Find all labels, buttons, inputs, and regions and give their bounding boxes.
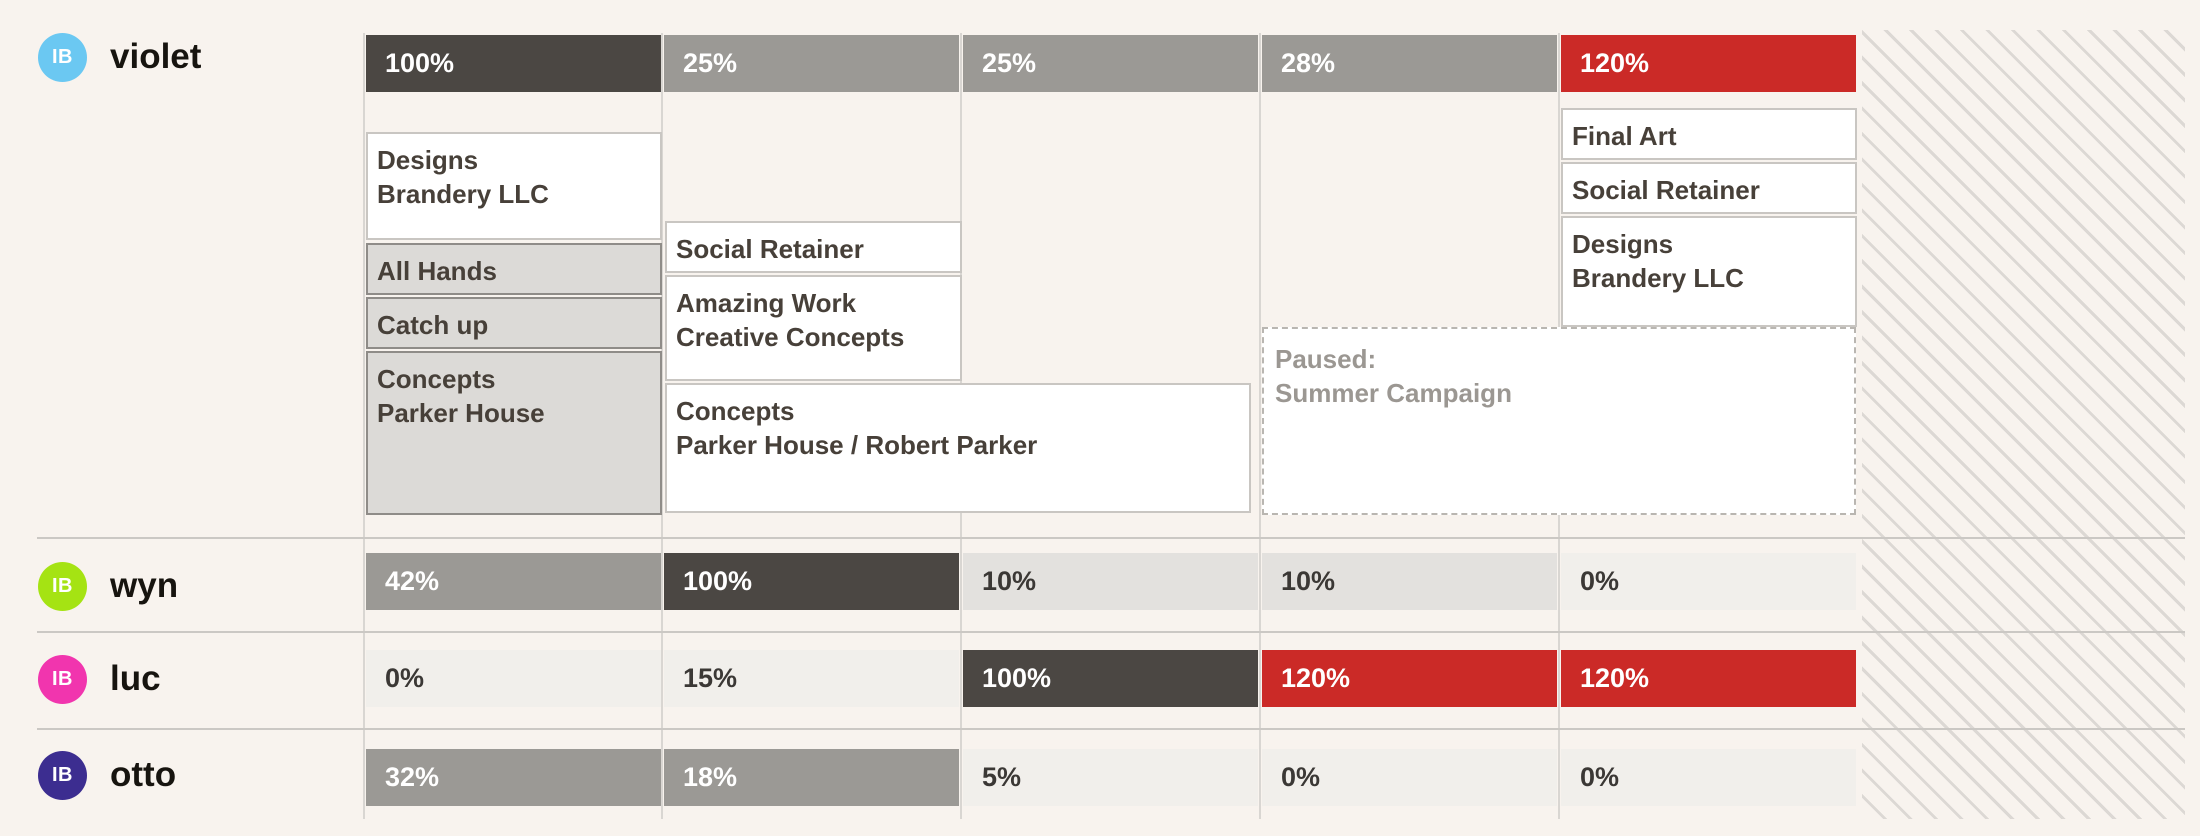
allocation-cell[interactable]: 5%	[963, 749, 1258, 806]
task-card-line: Designs	[377, 145, 479, 175]
avatar-initials: IB	[52, 574, 73, 597]
column-separator	[363, 33, 365, 819]
task-card[interactable]: Social Retainer	[665, 221, 962, 273]
task-card[interactable]: Social Retainer	[1561, 162, 1857, 214]
allocation-value: 32%	[385, 762, 440, 792]
allocation-value: 100%	[982, 663, 1052, 693]
allocation-value: 100%	[683, 566, 753, 596]
avatar[interactable]: IB	[38, 654, 87, 704]
allocation-value: 10%	[1281, 566, 1336, 596]
task-card[interactable]: Amazing Work Creative Concepts	[665, 275, 962, 381]
allocation-cell[interactable]: 0%	[1262, 749, 1557, 806]
task-card[interactable]: Designs Brandery LLC	[366, 132, 662, 240]
allocation-value: 25%	[982, 48, 1037, 78]
avatar[interactable]: IB	[38, 561, 87, 611]
task-card[interactable]: Final Art	[1561, 108, 1857, 160]
task-card-line: Designs	[1572, 229, 1674, 259]
allocation-value: 42%	[385, 566, 440, 596]
allocation-cell[interactable]: 10%	[1262, 553, 1557, 610]
row-separator	[37, 537, 2185, 539]
task-card-line: Paused:	[1275, 344, 1377, 374]
allocation-cell[interactable]: 18%	[664, 749, 959, 806]
task-card[interactable]: All Hands	[366, 243, 662, 295]
allocation-cell[interactable]: 100%	[366, 35, 661, 92]
allocation-cell[interactable]: 100%	[963, 650, 1258, 707]
task-card-line: Amazing Work	[676, 288, 857, 318]
task-card-line: Concepts	[377, 364, 496, 394]
allocation-cell[interactable]: 25%	[664, 35, 959, 92]
allocation-cell[interactable]: 15%	[664, 650, 959, 707]
allocation-value: 0%	[1580, 762, 1620, 792]
allocation-value: 0%	[1580, 566, 1620, 596]
task-card-line: Social Retainer	[676, 234, 864, 264]
row-separator	[37, 728, 2185, 730]
task-card-line: Creative Concepts	[676, 322, 905, 352]
allocation-cell[interactable]: 10%	[963, 553, 1258, 610]
allocation-value: 120%	[1580, 663, 1650, 693]
allocation-value: 0%	[385, 663, 425, 693]
allocation-cell[interactable]: 100%	[664, 553, 959, 610]
task-card-line: Final Art	[1572, 121, 1677, 151]
allocation-cell[interactable]: 42%	[366, 553, 661, 610]
task-card-line: Brandery LLC	[377, 179, 549, 209]
allocation-value: 10%	[982, 566, 1037, 596]
person-name: otto	[110, 755, 177, 794]
allocation-value: 5%	[982, 762, 1022, 792]
task-card-line: Parker House / Robert Parker	[676, 430, 1038, 460]
task-card-line: Social Retainer	[1572, 175, 1760, 205]
allocation-value: 120%	[1580, 48, 1650, 78]
task-card[interactable]: Concepts Parker House / Robert Parker	[665, 383, 1251, 513]
task-card-line: Summer Campaign	[1275, 378, 1512, 408]
avatar[interactable]: IB	[38, 750, 87, 800]
allocation-cell[interactable]: 32%	[366, 749, 661, 806]
task-card-line: Parker House	[377, 398, 545, 428]
task-card-line: Catch up	[377, 310, 489, 340]
allocation-cell[interactable]: 25%	[963, 35, 1258, 92]
allocation-value: 18%	[683, 762, 738, 792]
avatar[interactable]: IB	[38, 32, 87, 82]
allocation-cell[interactable]: 120%	[1561, 35, 1856, 92]
allocation-value: 0%	[1281, 762, 1321, 792]
person-name: violet	[110, 37, 202, 76]
allocation-cell[interactable]: 0%	[1561, 553, 1856, 610]
row-separator	[37, 631, 2185, 633]
task-card[interactable]: Concepts Parker House	[366, 351, 662, 515]
task-card[interactable]: Designs Brandery LLC	[1561, 216, 1857, 327]
allocation-cell[interactable]: 120%	[1561, 650, 1856, 707]
column-separator	[1259, 33, 1261, 819]
task-card-line: All Hands	[377, 256, 497, 286]
allocation-cell[interactable]: 120%	[1262, 650, 1557, 707]
person-name: wyn	[110, 566, 179, 605]
allocation-value: 100%	[385, 48, 455, 78]
task-card-line: Concepts	[676, 396, 795, 426]
allocation-cell[interactable]: 0%	[1561, 749, 1856, 806]
allocation-value: 15%	[683, 663, 738, 693]
allocation-cell[interactable]: 28%	[1262, 35, 1557, 92]
allocation-value: 120%	[1281, 663, 1351, 693]
task-card-line: Brandery LLC	[1572, 263, 1744, 293]
allocation-value: 25%	[683, 48, 738, 78]
task-card[interactable]: Catch up	[366, 297, 662, 349]
paused-task-card[interactable]: Paused: Summer Campaign	[1262, 327, 1856, 515]
allocation-cell[interactable]: 0%	[366, 650, 661, 707]
avatar-initials: IB	[52, 763, 73, 786]
non-scheduled-hatch-area	[1862, 30, 2185, 819]
person-name: luc	[110, 659, 161, 698]
allocation-value: 28%	[1281, 48, 1336, 78]
avatar-initials: IB	[52, 45, 73, 68]
avatar-initials: IB	[52, 667, 73, 690]
column-separator	[661, 33, 663, 819]
